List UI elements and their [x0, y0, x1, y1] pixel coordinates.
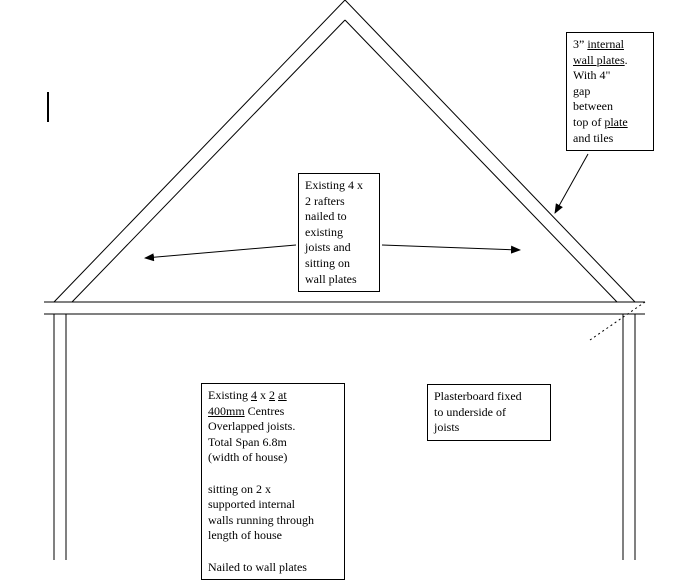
- tr-line7: and tiles: [573, 131, 613, 145]
- tr-line3: With 4": [573, 68, 610, 82]
- arrow-right: [382, 245, 520, 250]
- br-line1: Plasterboard fixed: [434, 389, 522, 403]
- bl-line4: Total Span 6.8m: [208, 435, 287, 449]
- textbox-plasterboard: Plasterboard fixed to underside of joist…: [427, 384, 551, 441]
- tr-line6: top of plate: [573, 115, 628, 129]
- c-line7: wall plates: [305, 272, 357, 286]
- c-line5: joists and: [305, 240, 351, 254]
- tr-line4: gap: [573, 84, 590, 98]
- c-line3: nailed to: [305, 209, 347, 223]
- bl-ul2: 2: [269, 388, 275, 402]
- bl-line9: walls running through: [208, 513, 314, 527]
- bl-ul1: 4: [251, 388, 257, 402]
- textbox-joists: Existing 4 x 2 at 400mm Centres Overlapp…: [201, 383, 345, 580]
- tr-ul3: plate: [604, 115, 627, 129]
- c-line4: existing: [305, 225, 343, 239]
- c-line6: sitting on: [305, 256, 350, 270]
- bl-line3: Overlapped joists.: [208, 419, 295, 433]
- arrow-topright: [555, 154, 588, 213]
- textbox-wall-plates: 3” internal wall plates. With 4" gap bet…: [566, 32, 654, 151]
- tr-line2: wall plates.: [573, 53, 628, 67]
- tr-line5: between: [573, 99, 613, 113]
- diagram-canvas: 3” internal wall plates. With 4" gap bet…: [0, 0, 699, 579]
- bl-line12: Nailed to wall plates: [208, 560, 307, 574]
- c-line1: Existing 4 x: [305, 178, 363, 192]
- bl-line1: Existing 4 x 2 at: [208, 388, 287, 402]
- dotted-line: [590, 302, 645, 340]
- tr-ul2: wall plates: [573, 53, 625, 67]
- c-line2: 2 rafters: [305, 194, 345, 208]
- tr-ul1: internal: [587, 37, 624, 51]
- br-line2: to underside of: [434, 405, 506, 419]
- textbox-rafters: Existing 4 x 2 rafters nailed to existin…: [298, 173, 380, 292]
- bl-line2: 400mm Centres: [208, 404, 284, 418]
- br-line3: joists: [434, 420, 459, 434]
- bl-line7: sitting on 2 x: [208, 482, 271, 496]
- arrow-left: [145, 245, 296, 258]
- bl-ul4: 400mm: [208, 404, 245, 418]
- bl-line5: (width of house): [208, 450, 287, 464]
- bl-line10: length of house: [208, 528, 282, 542]
- bl-line8: supported internal: [208, 497, 295, 511]
- tr-line1: 3” internal: [573, 37, 624, 51]
- bl-ul3: at: [278, 388, 287, 402]
